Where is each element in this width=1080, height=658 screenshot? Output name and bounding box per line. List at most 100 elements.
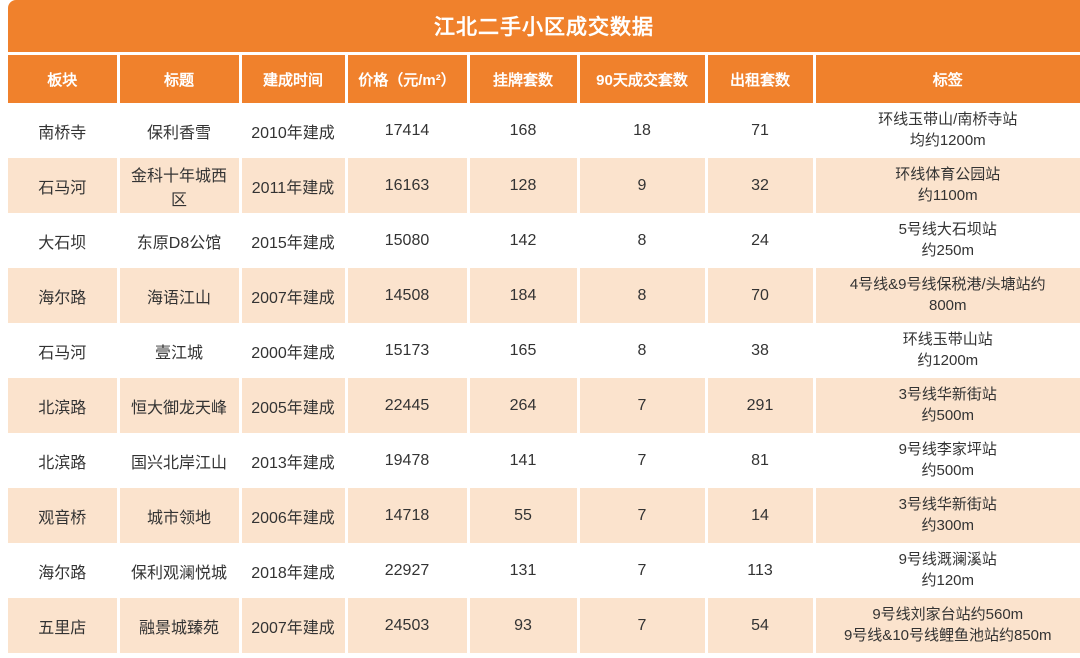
- cell-price: 15173: [344, 323, 468, 378]
- cell-price: 15080: [344, 213, 468, 268]
- cell-rent: 70: [704, 268, 814, 323]
- cell-deals90: 18: [576, 103, 706, 158]
- cell-tag: 9号线刘家台站约560m 9号线&10号线鲤鱼池站约850m: [812, 598, 1080, 653]
- cell-block: 海尔路: [8, 543, 118, 598]
- cell-price: 19478: [344, 433, 468, 488]
- cell-rent: 291: [704, 378, 814, 433]
- header-listed: 挂牌套数: [466, 55, 578, 103]
- cell-tag: 3号线华新街站 约500m: [812, 378, 1080, 433]
- table-header: 板块 标题 建成时间 价格（元/m²） 挂牌套数 90天成交套数 出租套数 标签: [8, 55, 1080, 103]
- cell-built: 2007年建成: [238, 598, 346, 653]
- cell-built: 2000年建成: [238, 323, 346, 378]
- cell-price: 14508: [344, 268, 468, 323]
- cell-price: 14718: [344, 488, 468, 543]
- cell-block: 大石坝: [8, 213, 118, 268]
- table-row: 北滨路 恒大御龙天峰 2005年建成 22445 264 7 291 3号线华新街站 约500…: [8, 378, 1080, 433]
- header-built: 建成时间: [238, 55, 346, 103]
- cell-name: 壹江城: [116, 323, 240, 378]
- cell-rent: 14: [704, 488, 814, 543]
- housing-table: 板块 标题 建成时间 价格（元/m²） 挂牌套数 90天成交套数 出租套数 标签…: [8, 55, 1080, 653]
- cell-block: 石马河: [8, 323, 118, 378]
- cell-block: 南桥寺: [8, 103, 118, 158]
- cell-name: 融景城臻苑: [116, 598, 240, 653]
- table-row: 大石坝 东原D8公馆 2015年建成 15080 142 8 24 5号线大石坝站 约250m: [8, 213, 1080, 268]
- cell-name: 恒大御龙天峰: [116, 378, 240, 433]
- header-deals90: 90天成交套数: [576, 55, 706, 103]
- cell-name: 保利观澜悦城: [116, 543, 240, 598]
- cell-price: 16163: [344, 158, 468, 213]
- cell-listed: 264: [466, 378, 578, 433]
- cell-block: 北滨路: [8, 378, 118, 433]
- table-row: 北滨路 国兴北岸江山 2013年建成 19478 141 7 81 9号线李家坪站 约500m: [8, 433, 1080, 488]
- cell-price: 24503: [344, 598, 468, 653]
- page-title: 江北二手小区成交数据: [8, 0, 1080, 52]
- cell-listed: 128: [466, 158, 578, 213]
- cell-price: 22927: [344, 543, 468, 598]
- cell-tag: 5号线大石坝站 约250m: [812, 213, 1080, 268]
- cell-name: 城市领地: [116, 488, 240, 543]
- cell-listed: 165: [466, 323, 578, 378]
- cell-built: 2015年建成: [238, 213, 346, 268]
- cell-listed: 141: [466, 433, 578, 488]
- cell-listed: 168: [466, 103, 578, 158]
- cell-built: 2011年建成: [238, 158, 346, 213]
- cell-tag: 9号线溉澜溪站 约120m: [812, 543, 1080, 598]
- header-block: 板块: [8, 55, 118, 103]
- table-row: 南桥寺 保利香雪 2010年建成 17414 168 18 71 环线玉带山/南桥寺站 均约1…: [8, 103, 1080, 158]
- cell-price: 17414: [344, 103, 468, 158]
- table-row: 五里店 融景城臻苑 2007年建成 24503 93 7 54 9号线刘家台站约560m 9号…: [8, 598, 1080, 653]
- cell-deals90: 8: [576, 213, 706, 268]
- cell-deals90: 7: [576, 488, 706, 543]
- cell-built: 2006年建成: [238, 488, 346, 543]
- cell-rent: 24: [704, 213, 814, 268]
- cell-rent: 113: [704, 543, 814, 598]
- cell-deals90: 7: [576, 378, 706, 433]
- cell-listed: 93: [466, 598, 578, 653]
- table-row: 石马河 金科十年城西区 2011年建成 16163 128 9 32 环线体育公园站 约110…: [8, 158, 1080, 213]
- cell-tag: 9号线李家坪站 约500m: [812, 433, 1080, 488]
- cell-listed: 55: [466, 488, 578, 543]
- cell-listed: 131: [466, 543, 578, 598]
- header-price: 价格（元/m²）: [344, 55, 468, 103]
- table-row: 海尔路 保利观澜悦城 2018年建成 22927 131 7 113 9号线溉澜溪站 约120…: [8, 543, 1080, 598]
- cell-name: 东原D8公馆: [116, 213, 240, 268]
- cell-block: 石马河: [8, 158, 118, 213]
- header-rent: 出租套数: [704, 55, 814, 103]
- cell-rent: 71: [704, 103, 814, 158]
- cell-name: 金科十年城西区: [116, 158, 240, 213]
- table-container: 江北二手小区成交数据 板块 标题 建成时间 价格（元/m²） 挂牌套数 90天成…: [8, 0, 1080, 653]
- cell-deals90: 8: [576, 323, 706, 378]
- cell-built: 2013年建成: [238, 433, 346, 488]
- header-tag: 标签: [812, 55, 1080, 103]
- cell-rent: 32: [704, 158, 814, 213]
- cell-built: 2018年建成: [238, 543, 346, 598]
- cell-tag: 环线玉带山站 约1200m: [812, 323, 1080, 378]
- cell-listed: 184: [466, 268, 578, 323]
- cell-name: 国兴北岸江山: [116, 433, 240, 488]
- cell-deals90: 8: [576, 268, 706, 323]
- cell-built: 2010年建成: [238, 103, 346, 158]
- cell-rent: 54: [704, 598, 814, 653]
- cell-block: 海尔路: [8, 268, 118, 323]
- cell-tag: 环线玉带山/南桥寺站 均约1200m: [812, 103, 1080, 158]
- cell-built: 2005年建成: [238, 378, 346, 433]
- cell-name: 保利香雪: [116, 103, 240, 158]
- cell-listed: 142: [466, 213, 578, 268]
- cell-deals90: 7: [576, 543, 706, 598]
- cell-rent: 81: [704, 433, 814, 488]
- cell-block: 北滨路: [8, 433, 118, 488]
- cell-tag: 3号线华新街站 约300m: [812, 488, 1080, 543]
- cell-built: 2007年建成: [238, 268, 346, 323]
- cell-deals90: 7: [576, 433, 706, 488]
- cell-price: 22445: [344, 378, 468, 433]
- table-row: 石马河 壹江城 2000年建成 15173 165 8 38 环线玉带山站 约1200m: [8, 323, 1080, 378]
- cell-tag: 4号线&9号线保税港/头塘站约 800m: [812, 268, 1080, 323]
- header-row: 板块 标题 建成时间 价格（元/m²） 挂牌套数 90天成交套数 出租套数 标签: [8, 55, 1080, 103]
- cell-deals90: 7: [576, 598, 706, 653]
- cell-rent: 38: [704, 323, 814, 378]
- table-row: 海尔路 海语江山 2007年建成 14508 184 8 70 4号线&9号线保税港/头塘站约…: [8, 268, 1080, 323]
- cell-name: 海语江山: [116, 268, 240, 323]
- cell-deals90: 9: [576, 158, 706, 213]
- header-name: 标题: [116, 55, 240, 103]
- table-row: 观音桥 城市领地 2006年建成 14718 55 7 14 3号线华新街站 约300m: [8, 488, 1080, 543]
